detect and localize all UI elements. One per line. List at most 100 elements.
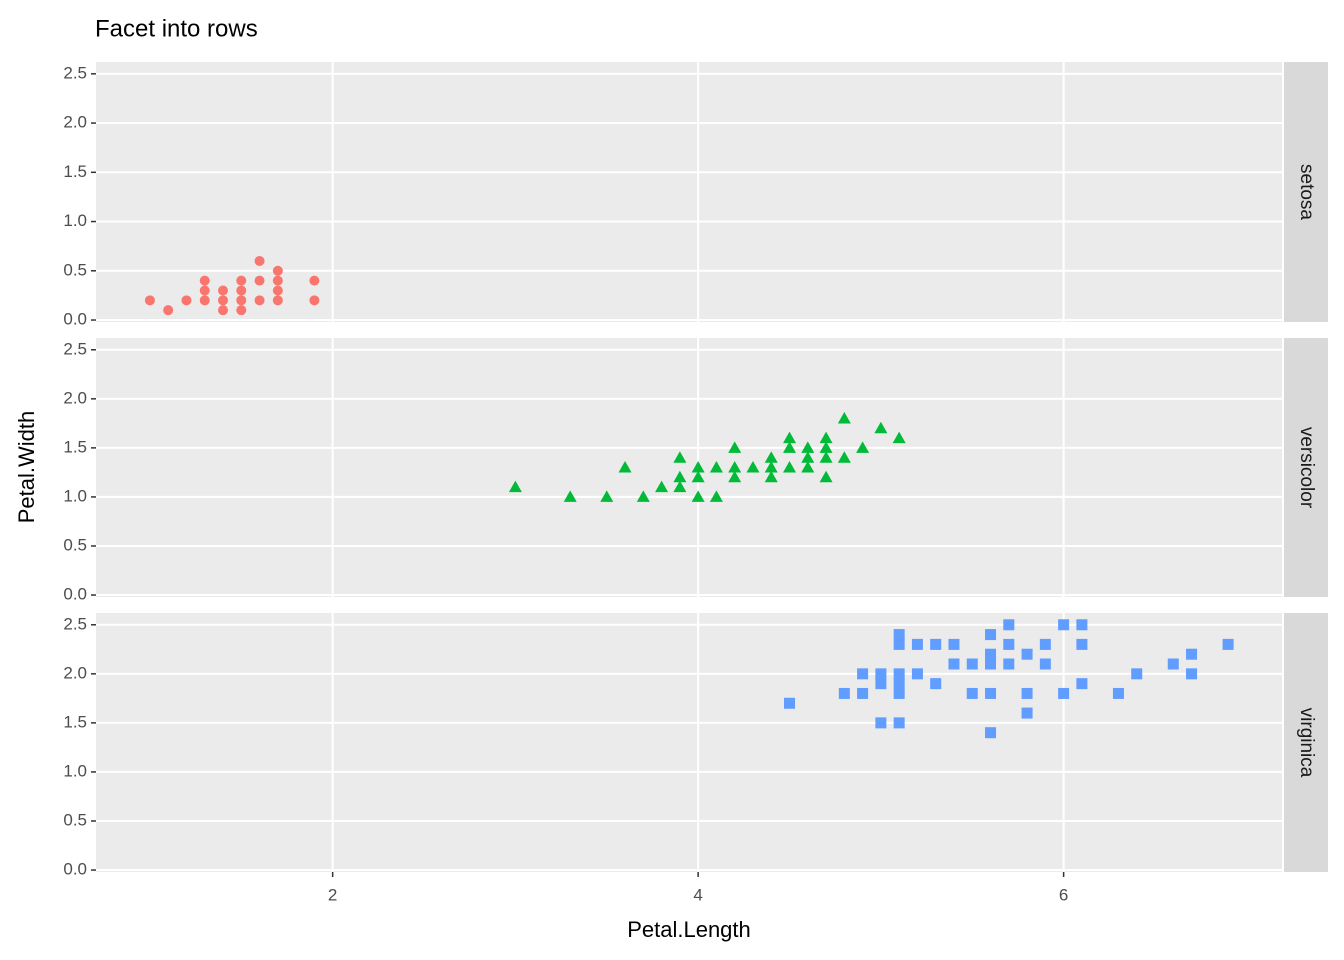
point — [272, 285, 283, 296]
y-tick-label: 2.0 — [63, 388, 87, 407]
point — [911, 668, 923, 680]
point — [1076, 638, 1088, 650]
point — [254, 295, 265, 306]
point — [764, 461, 778, 473]
point — [783, 461, 797, 473]
point — [764, 470, 778, 483]
point — [309, 295, 320, 306]
point — [838, 687, 850, 699]
point — [985, 648, 997, 660]
panel-background — [96, 62, 1282, 322]
point — [985, 727, 997, 739]
point — [655, 480, 669, 493]
y-axis-title: Petal.Width — [14, 411, 39, 524]
point — [1186, 668, 1198, 680]
point — [783, 441, 797, 453]
facet-label: versicolor — [1296, 427, 1317, 509]
y-tick-label: 1.5 — [63, 437, 87, 456]
point — [801, 461, 815, 473]
point — [600, 490, 614, 502]
point — [691, 461, 705, 473]
point — [1076, 619, 1088, 631]
point — [309, 275, 320, 286]
y-tick-label: 2.5 — [63, 63, 87, 82]
point — [1167, 658, 1179, 670]
point — [1039, 658, 1051, 670]
point — [508, 480, 522, 493]
point — [691, 470, 705, 483]
point — [1222, 638, 1234, 650]
point — [1021, 707, 1033, 719]
point — [673, 451, 687, 463]
point — [1131, 668, 1143, 680]
point — [948, 638, 960, 650]
point — [1058, 687, 1070, 699]
point — [875, 668, 887, 680]
point — [254, 275, 265, 286]
point — [837, 451, 851, 463]
facet-strip — [1284, 62, 1328, 322]
y-tick-label: 1.5 — [63, 162, 87, 181]
point — [563, 490, 577, 502]
y-tick-label: 2.0 — [63, 663, 87, 682]
point — [199, 285, 210, 296]
point — [709, 461, 723, 473]
point — [948, 658, 960, 670]
point — [857, 668, 869, 680]
facet-strip — [1284, 338, 1328, 597]
point — [764, 451, 778, 463]
point — [236, 295, 247, 306]
point — [218, 295, 229, 306]
point — [272, 275, 283, 286]
point — [673, 480, 687, 493]
point — [728, 441, 742, 453]
point — [236, 285, 247, 296]
panel-background — [96, 613, 1282, 872]
point — [144, 295, 155, 306]
point — [911, 638, 923, 650]
point — [218, 285, 229, 296]
y-tick-label: 2.5 — [63, 339, 87, 358]
panel-background — [96, 338, 1282, 597]
point — [985, 658, 997, 670]
point — [1058, 619, 1070, 631]
point — [893, 678, 905, 690]
point — [875, 678, 887, 690]
point — [272, 295, 283, 306]
point — [837, 411, 851, 424]
point — [199, 275, 210, 286]
point — [673, 470, 687, 483]
point — [801, 441, 815, 453]
point — [236, 275, 247, 286]
point — [874, 421, 888, 434]
point — [272, 265, 283, 276]
point — [966, 687, 978, 699]
point — [893, 668, 905, 680]
point — [819, 431, 833, 444]
point — [985, 629, 997, 641]
point — [893, 629, 905, 641]
point — [181, 295, 192, 306]
y-tick-label: 0.5 — [63, 260, 87, 279]
y-tick-label: 1.0 — [63, 211, 87, 230]
y-tick-label: 0.5 — [63, 535, 87, 554]
y-tick-label: 2.0 — [63, 113, 87, 132]
point — [819, 451, 833, 463]
point — [783, 431, 797, 444]
point — [728, 470, 742, 483]
point — [746, 461, 760, 473]
point — [966, 658, 978, 670]
facet-label: setosa — [1296, 164, 1317, 220]
point — [930, 678, 942, 690]
x-tick-label: 2 — [328, 885, 337, 904]
point — [819, 470, 833, 483]
y-tick-label: 0.0 — [63, 860, 87, 879]
point — [1039, 638, 1051, 650]
point — [1076, 678, 1088, 690]
point — [857, 687, 869, 699]
x-axis-title: Petal.Length — [627, 917, 751, 942]
point — [254, 255, 265, 266]
facet-strip — [1284, 613, 1328, 872]
point — [1112, 687, 1124, 699]
point — [709, 490, 723, 502]
